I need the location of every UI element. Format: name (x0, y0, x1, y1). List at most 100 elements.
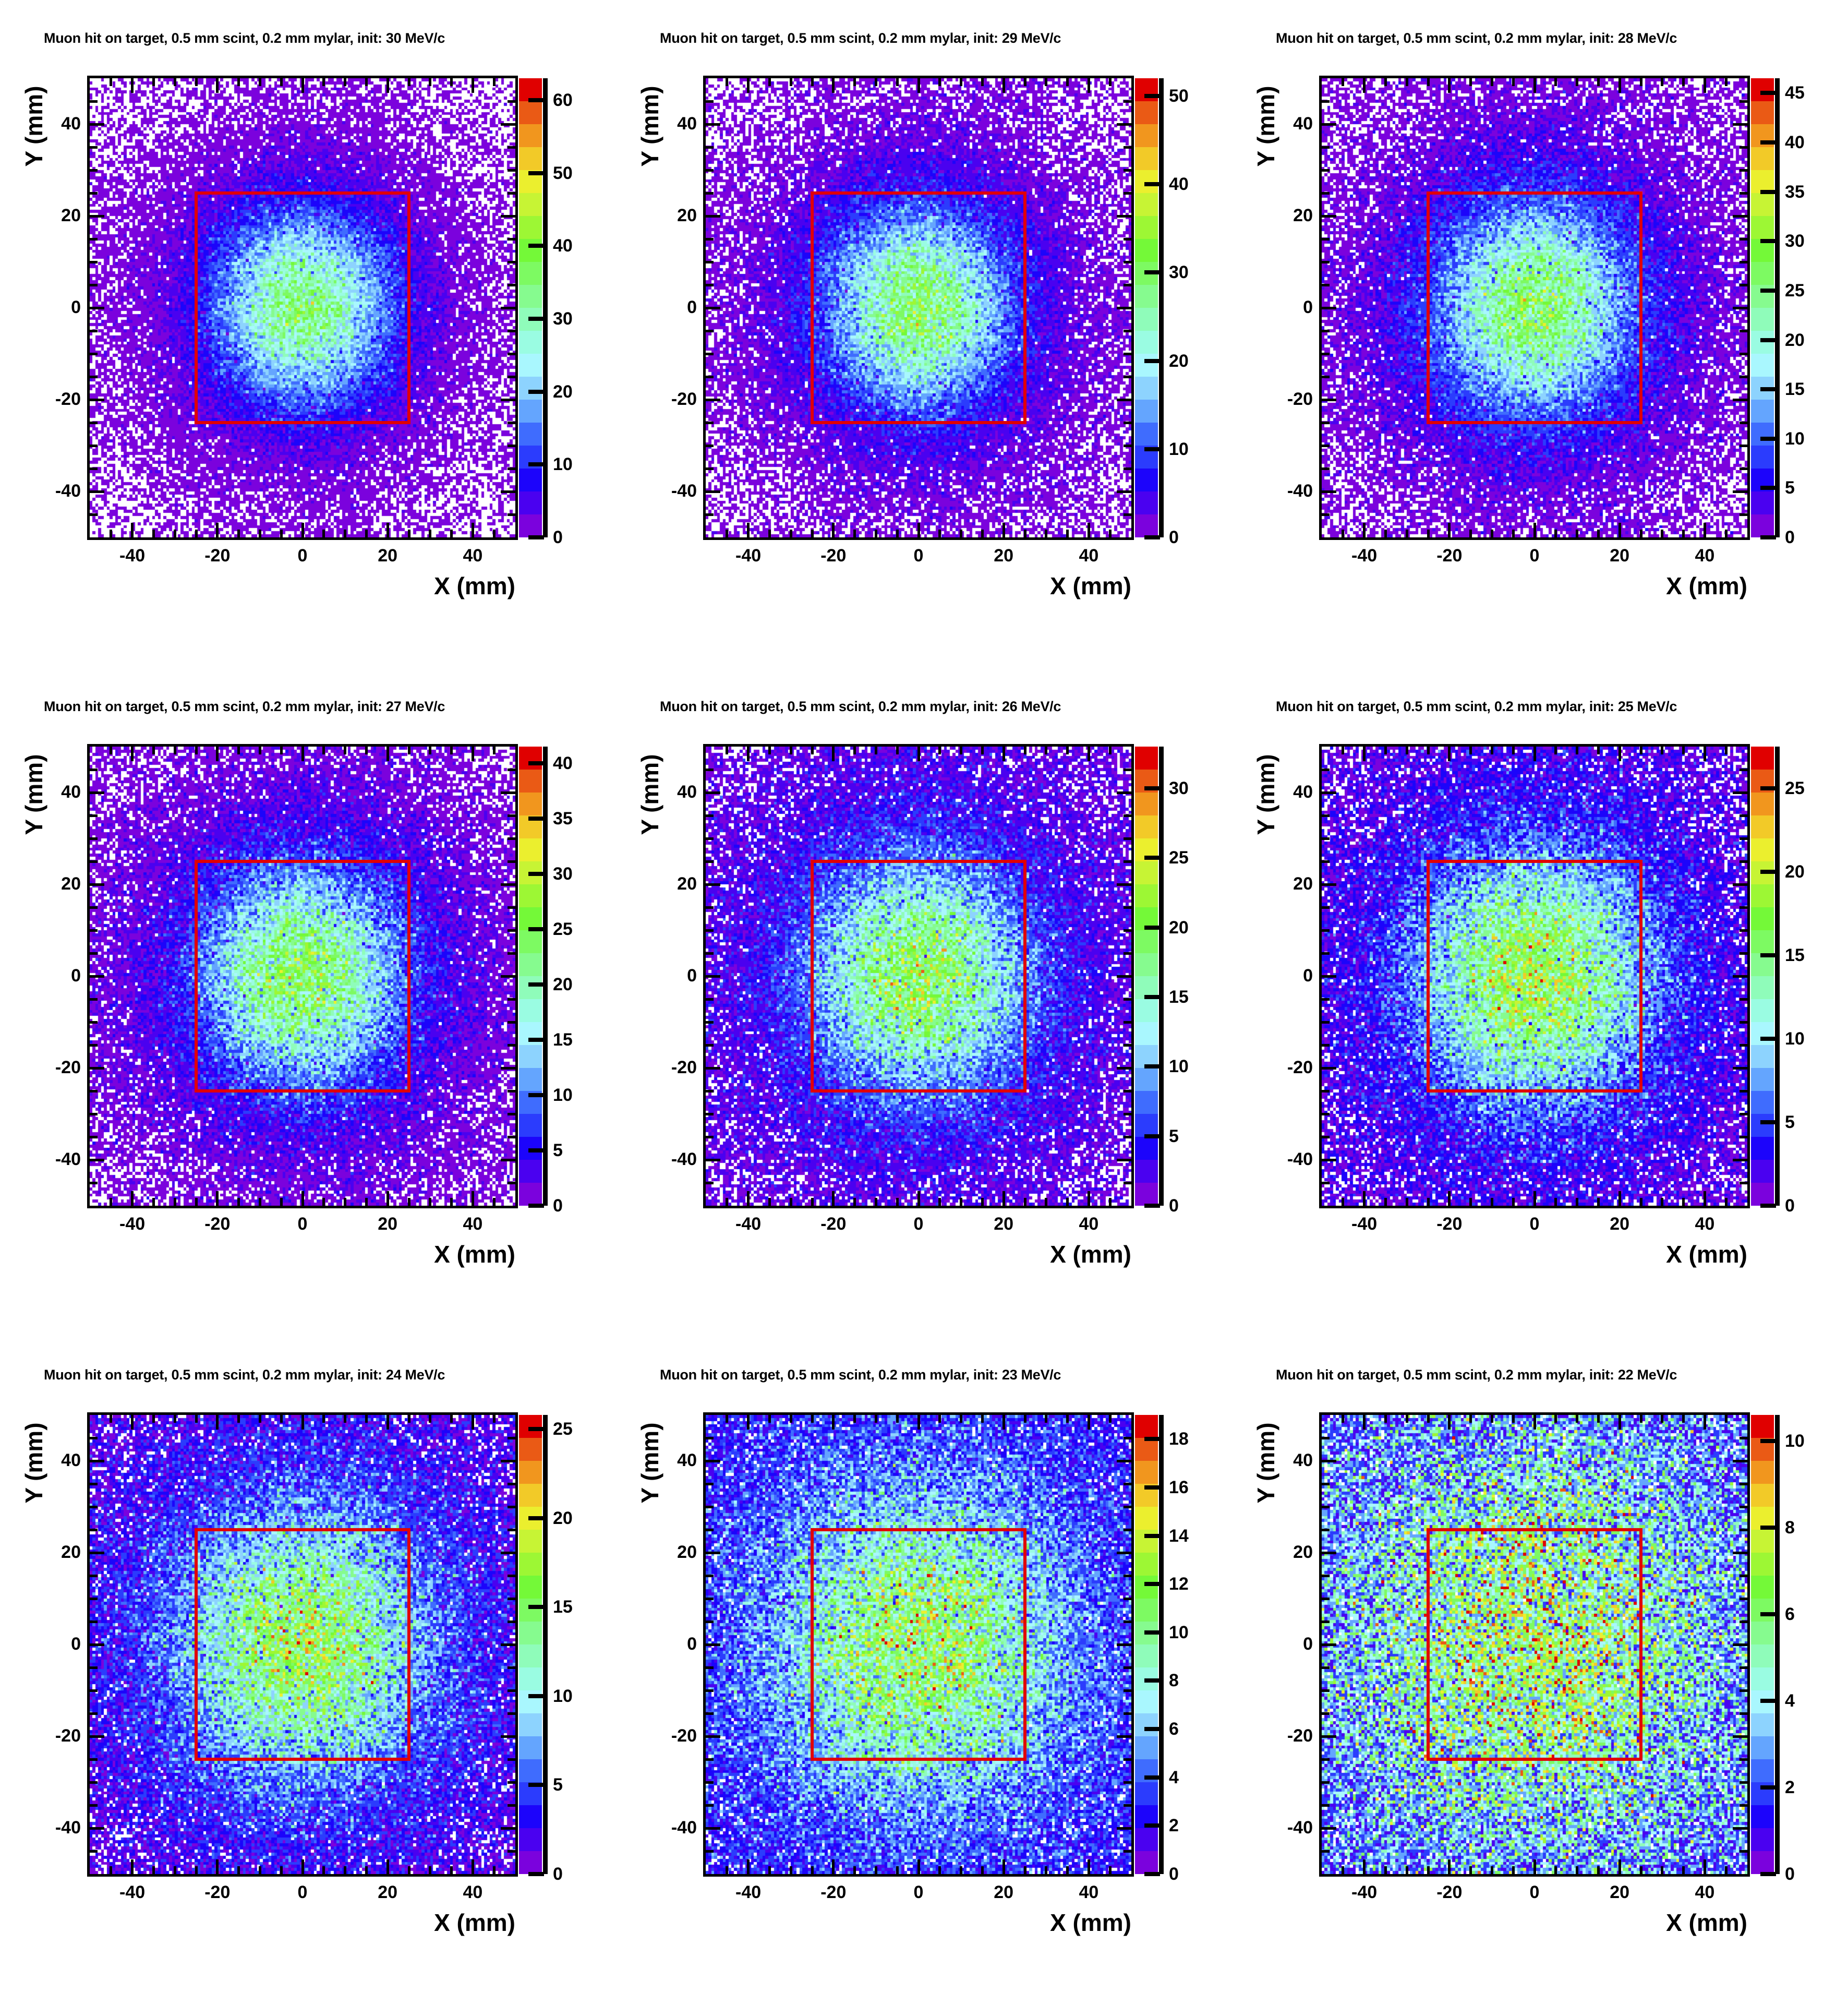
colorbar-tick-label: 0 (553, 1864, 563, 1884)
y-tick-label: 20 (677, 206, 697, 225)
colorbar-tick (1760, 870, 1776, 874)
y-axis-tick (1740, 375, 1747, 378)
colorbar-axis-line (1159, 1415, 1164, 1874)
colorbar-tick (1760, 1120, 1776, 1124)
x-axis-tick (917, 1859, 920, 1874)
x-tick-label: 40 (463, 546, 483, 566)
x-axis-tick (429, 78, 432, 86)
y-axis-tick (508, 100, 515, 103)
colorbar-segment (519, 1045, 542, 1068)
colorbar-tick (1760, 1525, 1776, 1530)
y-axis-tick (508, 1020, 515, 1024)
colorbar-tick (1144, 856, 1160, 860)
x-axis-tick (365, 1415, 368, 1423)
y-axis-tick (706, 191, 714, 195)
x-axis-tick (1448, 78, 1451, 93)
colorbar-segment (1751, 1484, 1774, 1507)
x-axis-tick (1023, 78, 1026, 86)
x-axis-tick (1490, 1866, 1493, 1874)
x-axis-tick (1639, 78, 1642, 86)
y-axis-tick (1322, 860, 1330, 863)
x-axis-tick (195, 1198, 198, 1206)
colorbar-tick (1144, 1872, 1160, 1876)
y-axis-tick (1740, 1804, 1747, 1807)
y-axis-tick (1740, 283, 1747, 286)
x-axis-tick (429, 1866, 432, 1874)
colorbar-segment (1751, 1137, 1774, 1160)
y-axis-tick (706, 1551, 720, 1554)
x-axis-tick (747, 523, 750, 537)
colorbar-tick (528, 1783, 544, 1787)
colorbar-tick (1760, 387, 1776, 392)
y-axis-tick (90, 837, 98, 840)
y-axis-tick (1124, 1135, 1131, 1138)
y-axis-tick (706, 1850, 714, 1853)
y-axis-tick (508, 1781, 515, 1784)
colorbar-segment (1751, 354, 1774, 377)
y-tick-label: 40 (61, 114, 81, 134)
y-axis-tick (1124, 1482, 1131, 1485)
y-tick-label: 20 (1293, 1542, 1313, 1562)
x-axis-tick (1405, 1198, 1408, 1206)
y-axis-tick (1322, 1158, 1336, 1161)
heatmap-canvas (1322, 747, 1747, 1206)
x-axis-tick (1342, 1415, 1345, 1423)
x-tick-label: 20 (1610, 546, 1630, 566)
y-axis-tick (90, 814, 98, 817)
colorbar-tick (528, 982, 544, 987)
x-tick-label: -20 (1436, 546, 1463, 566)
y-axis-tick (706, 1505, 714, 1508)
x-axis-tick (726, 1415, 729, 1423)
x-tick-label: -40 (119, 546, 146, 566)
x-axis-tick (429, 1198, 432, 1206)
colorbar-tick-label: 25 (1785, 280, 1805, 301)
x-axis-tick (492, 530, 496, 537)
colorbar-segment (1135, 239, 1158, 262)
x-axis-tick (131, 1415, 134, 1430)
y-axis-tick (508, 952, 515, 955)
x-axis-tick (110, 747, 113, 754)
x-axis-tick (726, 1866, 729, 1874)
y-axis-tick (1117, 398, 1131, 401)
colorbar-segment (1751, 1045, 1774, 1068)
y-tick-label: -40 (1287, 481, 1313, 501)
x-axis-tick (1087, 747, 1090, 761)
colorbar-tick (1760, 288, 1776, 293)
colorbar-segment (1135, 1415, 1158, 1438)
y-axis-tick (1322, 191, 1330, 195)
x-axis-tick (1002, 1859, 1005, 1874)
y-axis-tick (1124, 1181, 1131, 1184)
x-axis-tick (1639, 1866, 1642, 1874)
y-axis-tick (1124, 1505, 1131, 1508)
y-axis-tick (1740, 1666, 1747, 1669)
colorbar-segment (1135, 1022, 1158, 1045)
x-axis-tick (1045, 1415, 1048, 1423)
x-axis-title: X (mm) (434, 1909, 515, 1936)
y-tick-label: -20 (671, 1058, 697, 1077)
x-axis-tick (1490, 530, 1493, 537)
colorbar-tick (1760, 239, 1776, 244)
heatmap-canvas (90, 78, 515, 537)
plot-title: Muon hit on target, 0.5 mm scint, 0.2 mm… (1276, 30, 1677, 46)
y-axis-tick (90, 929, 98, 932)
y-axis-tick (706, 1620, 714, 1623)
y-axis-tick (90, 975, 104, 978)
y-axis-tick (1322, 1089, 1330, 1092)
y-axis-tick (706, 1758, 714, 1761)
colorbar-tick-label: 40 (1785, 133, 1805, 152)
heatmap-canvas (706, 78, 1131, 537)
x-axis-tick (1682, 1415, 1685, 1423)
colorbar-tick-label: 30 (553, 308, 573, 329)
y-axis-tick (1117, 883, 1131, 886)
colorbar-tick (1144, 1533, 1160, 1538)
colorbar-tick (1144, 1727, 1160, 1732)
x-axis-tick (407, 530, 410, 537)
colorbar-segment (1751, 1068, 1774, 1091)
x-axis-tick (1108, 1866, 1112, 1874)
plot-title: Muon hit on target, 0.5 mm scint, 0.2 mm… (44, 1367, 445, 1383)
colorbar-segment (519, 1415, 542, 1438)
y-axis-tick (1733, 306, 1747, 309)
x-axis-tick (1448, 1859, 1451, 1874)
colorbar (1751, 747, 1774, 1206)
colorbar-axis-line (543, 78, 548, 537)
